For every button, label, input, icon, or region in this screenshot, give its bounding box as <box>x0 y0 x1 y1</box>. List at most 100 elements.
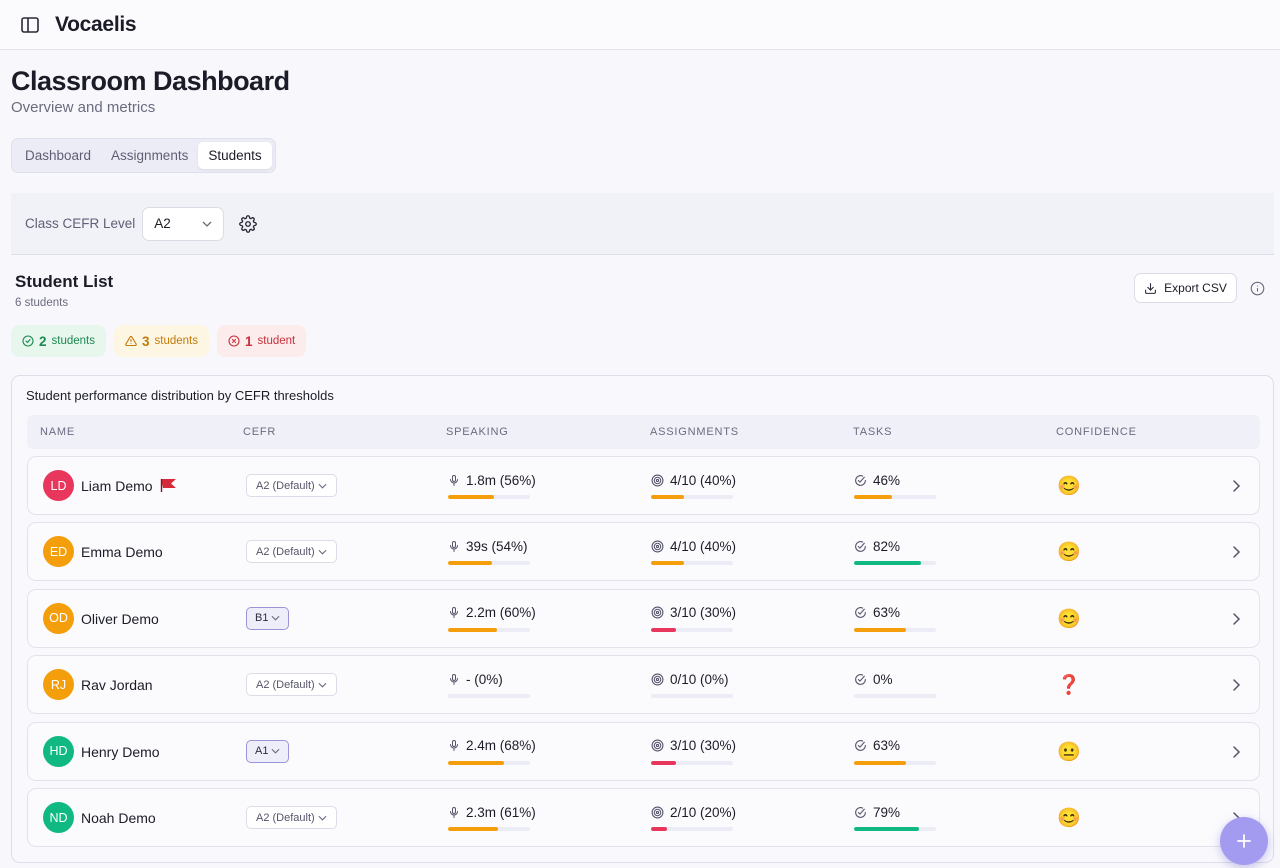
column-header-cefr: CEFR <box>243 426 277 438</box>
assignments-value: 4/10 (40%) <box>670 472 737 488</box>
status-badge-warning[interactable]: 3 students <box>114 325 209 357</box>
tasks-progress-bar <box>854 760 936 765</box>
badge-label: students <box>154 335 198 347</box>
student-name[interactable]: Henry Demo <box>81 743 160 760</box>
student-cefr-select[interactable]: A2 (Default) <box>246 673 337 697</box>
tab-assignments[interactable]: Assignments <box>111 148 189 163</box>
tab-students[interactable]: Students <box>198 142 272 169</box>
avatar: HD <box>43 735 74 767</box>
chevron-right-icon[interactable] <box>1231 612 1241 626</box>
assignments-progress-fill <box>651 627 676 632</box>
table-row[interactable]: HD Henry Demo A1 2.4m (68%) 3/10 (30%) 63% 😐 <box>27 721 1260 781</box>
speaking-progress-bar <box>448 694 530 699</box>
table-row[interactable]: ND Noah Demo A2 (Default) 2.3m (61%) 2/10 (2… <box>27 788 1260 847</box>
avatar: OD <box>43 602 74 634</box>
status-badge-on-track[interactable]: 2 students <box>11 325 106 357</box>
app-name: Vocaelis <box>55 12 137 36</box>
mic-icon <box>450 740 458 752</box>
assignments-value: 2/10 (20%) <box>670 804 737 820</box>
assignments-metric: 0/10 (0%) <box>651 671 733 699</box>
chevron-down-icon <box>271 616 280 621</box>
class-cefr-value: A2 <box>154 216 171 231</box>
tasks-value: 82% <box>873 538 901 554</box>
gear-icon[interactable] <box>239 214 258 233</box>
assignments-progress-fill <box>651 561 684 566</box>
table-row[interactable]: OD Oliver Demo B1 2.2m (60%) 3/10 (30%) 63% 😊 <box>27 588 1260 648</box>
student-cefr-select[interactable]: B1 <box>246 606 290 630</box>
chevron-right-icon[interactable] <box>1231 479 1241 493</box>
speaking-progress-bar <box>448 827 530 831</box>
assignments-value: 4/10 (40%) <box>670 538 737 554</box>
page-header: Classroom Dashboard Overview and metrics <box>0 50 1280 116</box>
add-button[interactable] <box>1220 817 1268 865</box>
chevron-right-icon[interactable] <box>1231 745 1241 759</box>
target-icon <box>651 540 664 553</box>
column-header-assignments: ASSIGNMENTS <box>650 426 739 438</box>
check-circle-icon <box>22 335 34 347</box>
student-cefr-select[interactable]: A1 <box>246 739 290 763</box>
tasks-progress-fill <box>854 561 922 566</box>
table-row[interactable]: RJ Rav Jordan A2 (Default) - (0%) 0/10 (0%) 0… <box>27 655 1260 715</box>
class-cefr-select[interactable]: A2 <box>142 206 225 241</box>
badge-label: students <box>51 335 95 347</box>
tasks-value: 63% <box>873 738 901 754</box>
speaking-progress-fill <box>448 495 494 499</box>
badge-count: 3 <box>142 333 150 349</box>
speaking-progress-fill <box>448 760 504 765</box>
student-cefr-select[interactable]: A2 (Default) <box>246 806 337 829</box>
tasks-progress-bar <box>854 694 936 699</box>
status-badges: 2 students 3 students 1 student <box>11 325 307 357</box>
assignments-metric: 3/10 (30%) <box>651 738 736 765</box>
tasks-value: 63% <box>873 605 901 621</box>
target-icon <box>651 673 664 686</box>
assignments-progress-bar <box>651 627 733 632</box>
check-circle-icon <box>855 740 866 751</box>
speaking-metric: 2.3m (61%) <box>448 804 536 831</box>
table-row[interactable]: LD Liam Demo A2 (Default) 1.8m (56%) 4/10 (4… <box>27 456 1260 515</box>
assignments-progress-fill <box>651 495 684 499</box>
warning-triangle-icon <box>125 335 137 347</box>
badge-count: 2 <box>39 333 47 349</box>
mic-icon <box>450 673 458 685</box>
check-circle-icon <box>855 607 866 619</box>
tab-bar: Dashboard Assignments Students <box>11 138 276 173</box>
export-csv-button[interactable]: Export CSV <box>1134 273 1237 303</box>
tasks-metric: 46% <box>854 472 936 499</box>
chevron-right-icon[interactable] <box>1231 545 1241 559</box>
status-badge-at-risk[interactable]: 1 student <box>217 325 307 357</box>
table-caption: Student performance distribution by CEFR… <box>26 388 334 403</box>
assignments-progress-bar <box>651 694 733 699</box>
badge-label: student <box>257 335 296 347</box>
sidebar-toggle-icon[interactable] <box>20 15 40 35</box>
student-name[interactable]: Oliver Demo <box>81 610 159 627</box>
speaking-metric: 39s (54%) <box>448 538 530 566</box>
red-flag-icon <box>160 479 176 492</box>
chevron-down-icon <box>318 483 327 489</box>
student-cefr-select[interactable]: A2 (Default) <box>246 474 337 497</box>
tasks-metric: 82% <box>854 538 936 566</box>
student-cefr-value: A1 <box>255 745 269 758</box>
student-name[interactable]: Emma Demo <box>81 544 163 561</box>
speaking-value: 39s (54%) <box>466 538 528 554</box>
student-name[interactable]: Noah Demo <box>81 810 156 826</box>
avatar: ND <box>43 802 74 833</box>
student-name[interactable]: Rav Jordan <box>81 677 153 694</box>
avatar: LD <box>43 470 74 501</box>
student-cefr-value: A2 (Default) <box>256 678 315 691</box>
tasks-metric: 63% <box>854 738 936 765</box>
target-icon <box>651 739 664 752</box>
student-name[interactable]: Liam Demo <box>81 478 153 494</box>
column-header-tasks: TASKS <box>853 426 893 438</box>
student-cefr-select[interactable]: A2 (Default) <box>246 540 337 564</box>
confidence-indicator: ❓ <box>1057 675 1081 697</box>
table-row[interactable]: ED Emma Demo A2 (Default) 39s (54%) 4/10 (40… <box>27 522 1260 582</box>
confidence-indicator: 😐 <box>1057 741 1081 763</box>
export-csv-label: Export CSV <box>1164 281 1227 295</box>
chevron-right-icon[interactable] <box>1231 678 1241 692</box>
info-icon[interactable] <box>1250 281 1265 296</box>
page-subtitle: Overview and metrics <box>11 99 156 116</box>
student-count: 6 students <box>15 297 69 309</box>
tab-dashboard[interactable]: Dashboard <box>25 148 92 163</box>
tasks-metric: 63% <box>854 605 936 632</box>
student-cefr-value: A2 (Default) <box>256 811 315 824</box>
